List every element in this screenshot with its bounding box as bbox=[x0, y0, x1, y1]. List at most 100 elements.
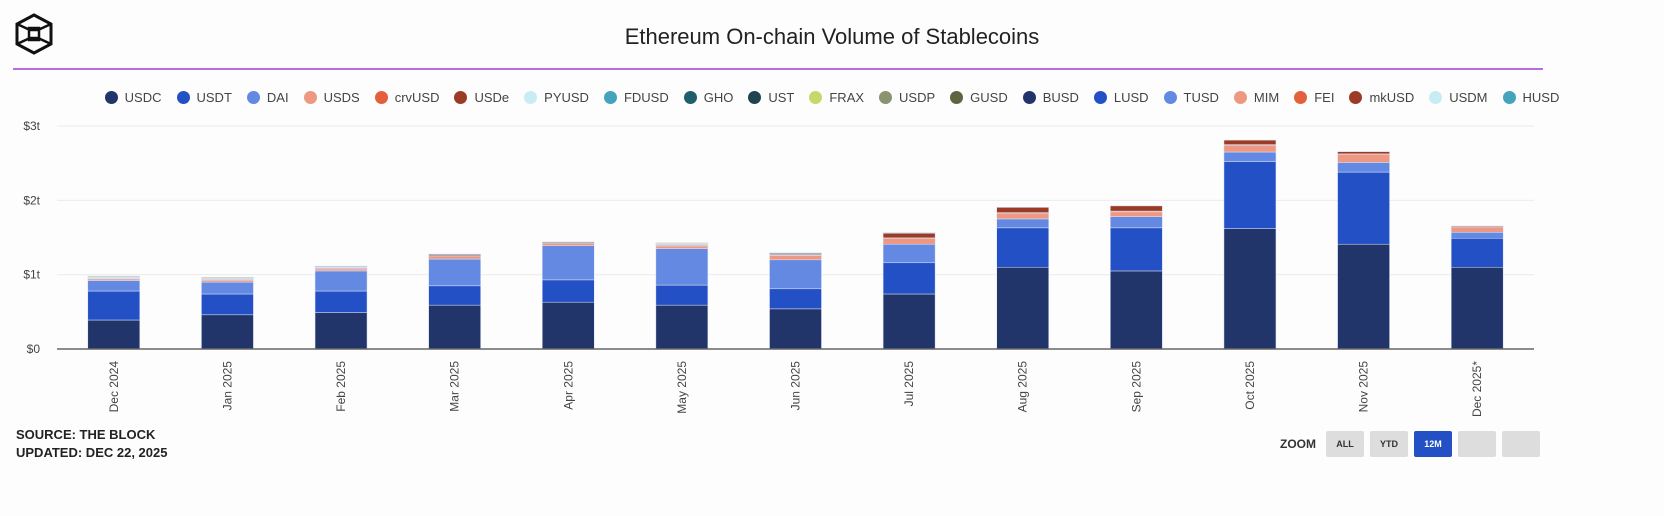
bar-segment-usdt bbox=[1223, 161, 1277, 229]
bar-segment-gho bbox=[542, 241, 595, 243]
bar-segment-usdc bbox=[882, 293, 936, 350]
legend-label: TUSD bbox=[1183, 90, 1219, 105]
bar-segment-usdt bbox=[1110, 227, 1163, 272]
bar-segment-dai bbox=[882, 243, 936, 264]
legend-item-tusd[interactable]: TUSD bbox=[1163, 90, 1219, 105]
bar-segment-dai bbox=[1450, 232, 1504, 239]
legend-item-gho[interactable]: GHO bbox=[683, 90, 734, 105]
bar-segment-usds bbox=[1223, 145, 1277, 153]
legend-dot-icon bbox=[1233, 91, 1247, 104]
x-tick-label: Apr 2025 bbox=[561, 361, 575, 410]
legend-item-dai[interactable]: DAI bbox=[246, 90, 289, 105]
legend-item-crvusd[interactable]: crvUSD bbox=[374, 90, 439, 105]
bar-segment-usds bbox=[1450, 226, 1504, 233]
legend-dot-icon bbox=[1349, 91, 1363, 104]
bar-segment-usdc bbox=[87, 319, 141, 350]
bar-segment-usde bbox=[1110, 205, 1163, 212]
legend-dot-icon bbox=[374, 91, 388, 104]
legend-item-pyusd[interactable]: PYUSD bbox=[524, 90, 589, 105]
legend-label: USDM bbox=[1449, 90, 1488, 105]
bar-segment-frax bbox=[655, 242, 709, 244]
legend-item-usde[interactable]: USDe bbox=[454, 90, 509, 105]
bar-segment-usds bbox=[1337, 153, 1390, 163]
legend-label: HUSD bbox=[1522, 90, 1560, 105]
x-tick-label: Mar 2025 bbox=[448, 361, 462, 412]
zoom-all-button[interactable]: ALL bbox=[1326, 431, 1364, 457]
zoom-blank-button-1[interactable] bbox=[1458, 431, 1496, 457]
zoom-blank-button-2[interactable] bbox=[1502, 431, 1540, 457]
legend-item-busd[interactable]: BUSD bbox=[1022, 90, 1079, 105]
legend-dot-icon bbox=[748, 91, 762, 104]
bar-segment-dai bbox=[87, 280, 141, 292]
y-tick-label: $2t bbox=[23, 193, 40, 207]
bar-segment-usdt bbox=[428, 285, 481, 306]
legend-item-mim[interactable]: MIM bbox=[1233, 90, 1280, 105]
legend-dot-icon bbox=[603, 91, 617, 104]
bar-segment-usdt bbox=[1337, 171, 1390, 245]
legend-item-usdp[interactable]: USDP bbox=[879, 90, 935, 105]
bar-segment-usdc bbox=[996, 266, 1049, 350]
legend-label: FRAX bbox=[829, 90, 865, 105]
x-tick-label: Feb 2025 bbox=[334, 361, 348, 412]
x-tick-label: Jun 2025 bbox=[789, 361, 803, 411]
bar-segment-dai bbox=[1110, 216, 1163, 229]
legend-label: FDUSD bbox=[623, 90, 669, 105]
y-tick-label: $0 bbox=[27, 342, 41, 356]
legend-item-usdc[interactable]: USDC bbox=[104, 90, 162, 105]
bar-segment-usdc bbox=[428, 304, 481, 350]
bar-segment-dai bbox=[1223, 151, 1277, 162]
zoom-ytd-button[interactable]: YTD bbox=[1370, 431, 1408, 457]
bar-segment-usdc bbox=[1223, 228, 1277, 350]
zoom-12m-button[interactable]: 12M bbox=[1414, 431, 1452, 457]
legend-item-fdusd[interactable]: FDUSD bbox=[603, 90, 669, 105]
legend-item-fei[interactable]: FEI bbox=[1294, 90, 1334, 105]
bar-segment-usdt bbox=[769, 288, 822, 310]
bar-segment-usdc bbox=[1110, 270, 1163, 350]
bar-segment-pyusd bbox=[882, 232, 936, 234]
bar-segment-dai bbox=[996, 218, 1049, 229]
legend-dot-icon bbox=[1429, 91, 1443, 104]
legend-item-ust[interactable]: UST bbox=[748, 90, 794, 105]
legend-item-usdm[interactable]: USDM bbox=[1429, 90, 1488, 105]
legend-label: MIM bbox=[1253, 90, 1280, 105]
legend-dot-icon bbox=[950, 91, 964, 104]
bar-segment-usdp bbox=[314, 265, 368, 268]
bar-segment-usdt bbox=[996, 227, 1049, 268]
bar-segment-usdc bbox=[1337, 243, 1390, 350]
x-tick-label: Jan 2025 bbox=[220, 361, 234, 411]
bar-segment-dai bbox=[428, 258, 481, 287]
legend-item-mkusd[interactable]: mkUSD bbox=[1349, 90, 1414, 105]
stacked-bar-chart: $0 $1t $2t $3t Dec 2024 Jan 2025 Feb 2025 Mar 2… bbox=[23, 119, 1534, 417]
legend-item-gusd[interactable]: GUSD bbox=[950, 90, 1008, 105]
legend-item-lusd[interactable]: LUSD bbox=[1093, 90, 1149, 105]
legend-dot-icon bbox=[1163, 91, 1177, 104]
source-info: SOURCE: THE BLOCK UPDATED: DEC 22, 2025 bbox=[16, 426, 167, 462]
legend-label: PYUSD bbox=[544, 90, 589, 105]
legend-dot-icon bbox=[524, 91, 538, 104]
bar-segment-usdt bbox=[542, 279, 595, 303]
bar-segment-usdt bbox=[314, 290, 368, 313]
bar-segment-usdp bbox=[87, 275, 141, 278]
bar-segment-dai bbox=[769, 259, 822, 290]
legend-label: UST bbox=[768, 90, 795, 105]
legend-item-usds[interactable]: USDS bbox=[303, 90, 360, 105]
chart-title: Ethereum On-chain Volume of Stablecoins bbox=[624, 24, 1040, 49]
legend-item-husd[interactable]: HUSD bbox=[1502, 90, 1560, 105]
legend: USDC USDT DAI USDS crvUSD USDe PYUSD FDUSD GHO US… bbox=[0, 90, 1664, 105]
legend-item-usdt[interactable]: USDT bbox=[176, 90, 232, 105]
the-block-logo-icon bbox=[15, 13, 53, 55]
legend-label: GHO bbox=[703, 90, 734, 105]
legend-dot-icon bbox=[809, 91, 823, 104]
bar-segment-usdp bbox=[201, 277, 254, 279]
y-tick-label: $3t bbox=[23, 119, 40, 133]
bar-segment-gho bbox=[769, 252, 822, 254]
legend-dot-icon bbox=[1294, 91, 1308, 104]
x-tick-label: Dec 2025* bbox=[1470, 361, 1484, 417]
legend-item-frax[interactable]: FRAX bbox=[809, 90, 864, 105]
legend-dot-icon bbox=[1502, 91, 1516, 104]
bar-segment-usdt bbox=[87, 290, 141, 321]
legend-label: BUSD bbox=[1042, 90, 1079, 105]
bar-segment-usdt bbox=[201, 293, 254, 316]
bar-segment-usde bbox=[1450, 225, 1504, 228]
header-divider bbox=[13, 68, 1543, 70]
